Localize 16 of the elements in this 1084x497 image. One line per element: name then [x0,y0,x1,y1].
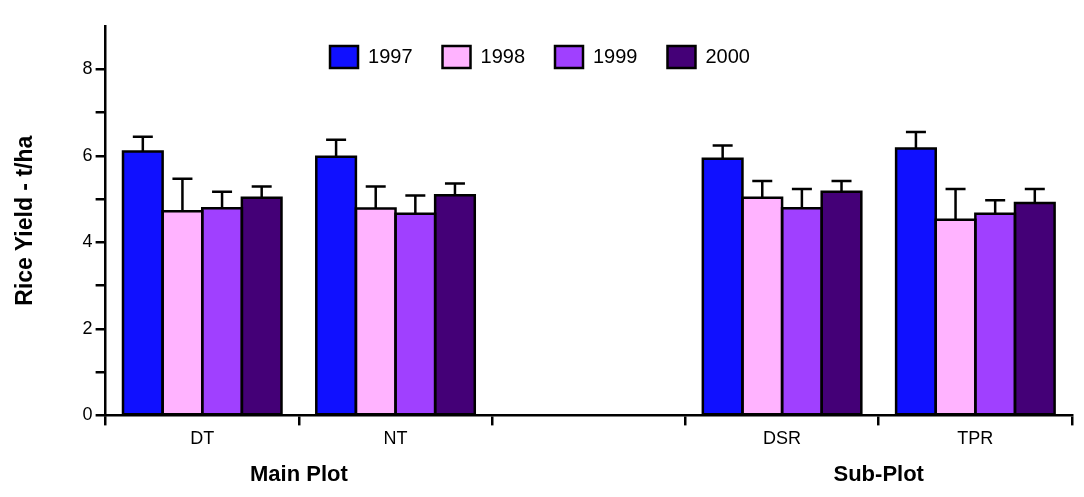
y-tick-label: 6 [82,144,93,165]
y-tick-label: 4 [82,231,93,252]
x-tick-label: DT [190,428,215,449]
legend-label: 1999 [593,44,638,67]
y-tick-label: 8 [82,58,93,79]
y-axis-title: Rice Yield - t/ha [11,135,38,306]
legend-label: 1998 [480,44,526,67]
legend-label: 1997 [368,44,413,67]
text: Main Plot [250,461,349,486]
y-tick-label: 0 [82,404,93,425]
x-tick-label: DSR [763,428,802,449]
legend-label: 2000 [705,44,750,67]
y-tick-label: 2 [82,317,93,338]
text: Sub-Plot [833,461,925,486]
x-tick-label: NT [383,428,408,449]
x-tick-label: TPR [957,428,994,449]
